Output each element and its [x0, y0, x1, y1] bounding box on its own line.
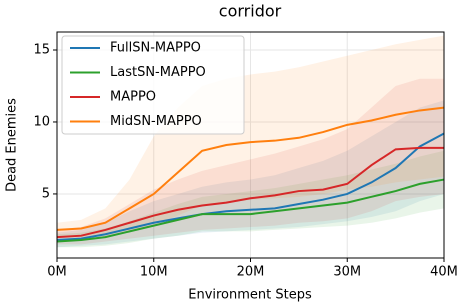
y-axis-label: Dead Enemies — [5, 98, 20, 192]
chart-title: corridor — [219, 2, 282, 21]
x-axis-label: Environment Steps — [188, 288, 312, 303]
x-tick-label: 40M — [430, 265, 458, 280]
y-tick-label: 10 — [33, 114, 50, 129]
x-tick-label: 30M — [333, 265, 361, 280]
legend-box — [61, 35, 245, 135]
y-tick-label: 5 — [42, 186, 50, 201]
legend-label: MidSN-MAPPO — [110, 114, 202, 129]
band — [57, 100, 444, 248]
y-tick-label: 15 — [33, 42, 50, 57]
line — [56, 106, 445, 231]
legend-label: MAPPO — [110, 90, 156, 105]
x-tick-label: 20M — [237, 265, 265, 280]
line — [56, 178, 445, 243]
band — [57, 35, 444, 238]
x-tick-label: 10M — [140, 265, 168, 280]
legend-label: LastSN-MAPPO — [110, 65, 206, 80]
plot-frame — [56, 31, 445, 259]
x-tick-label: 0M — [47, 265, 67, 280]
line — [56, 132, 445, 242]
line — [56, 146, 444, 239]
legend-label: FullSN-MAPPO — [110, 41, 201, 56]
